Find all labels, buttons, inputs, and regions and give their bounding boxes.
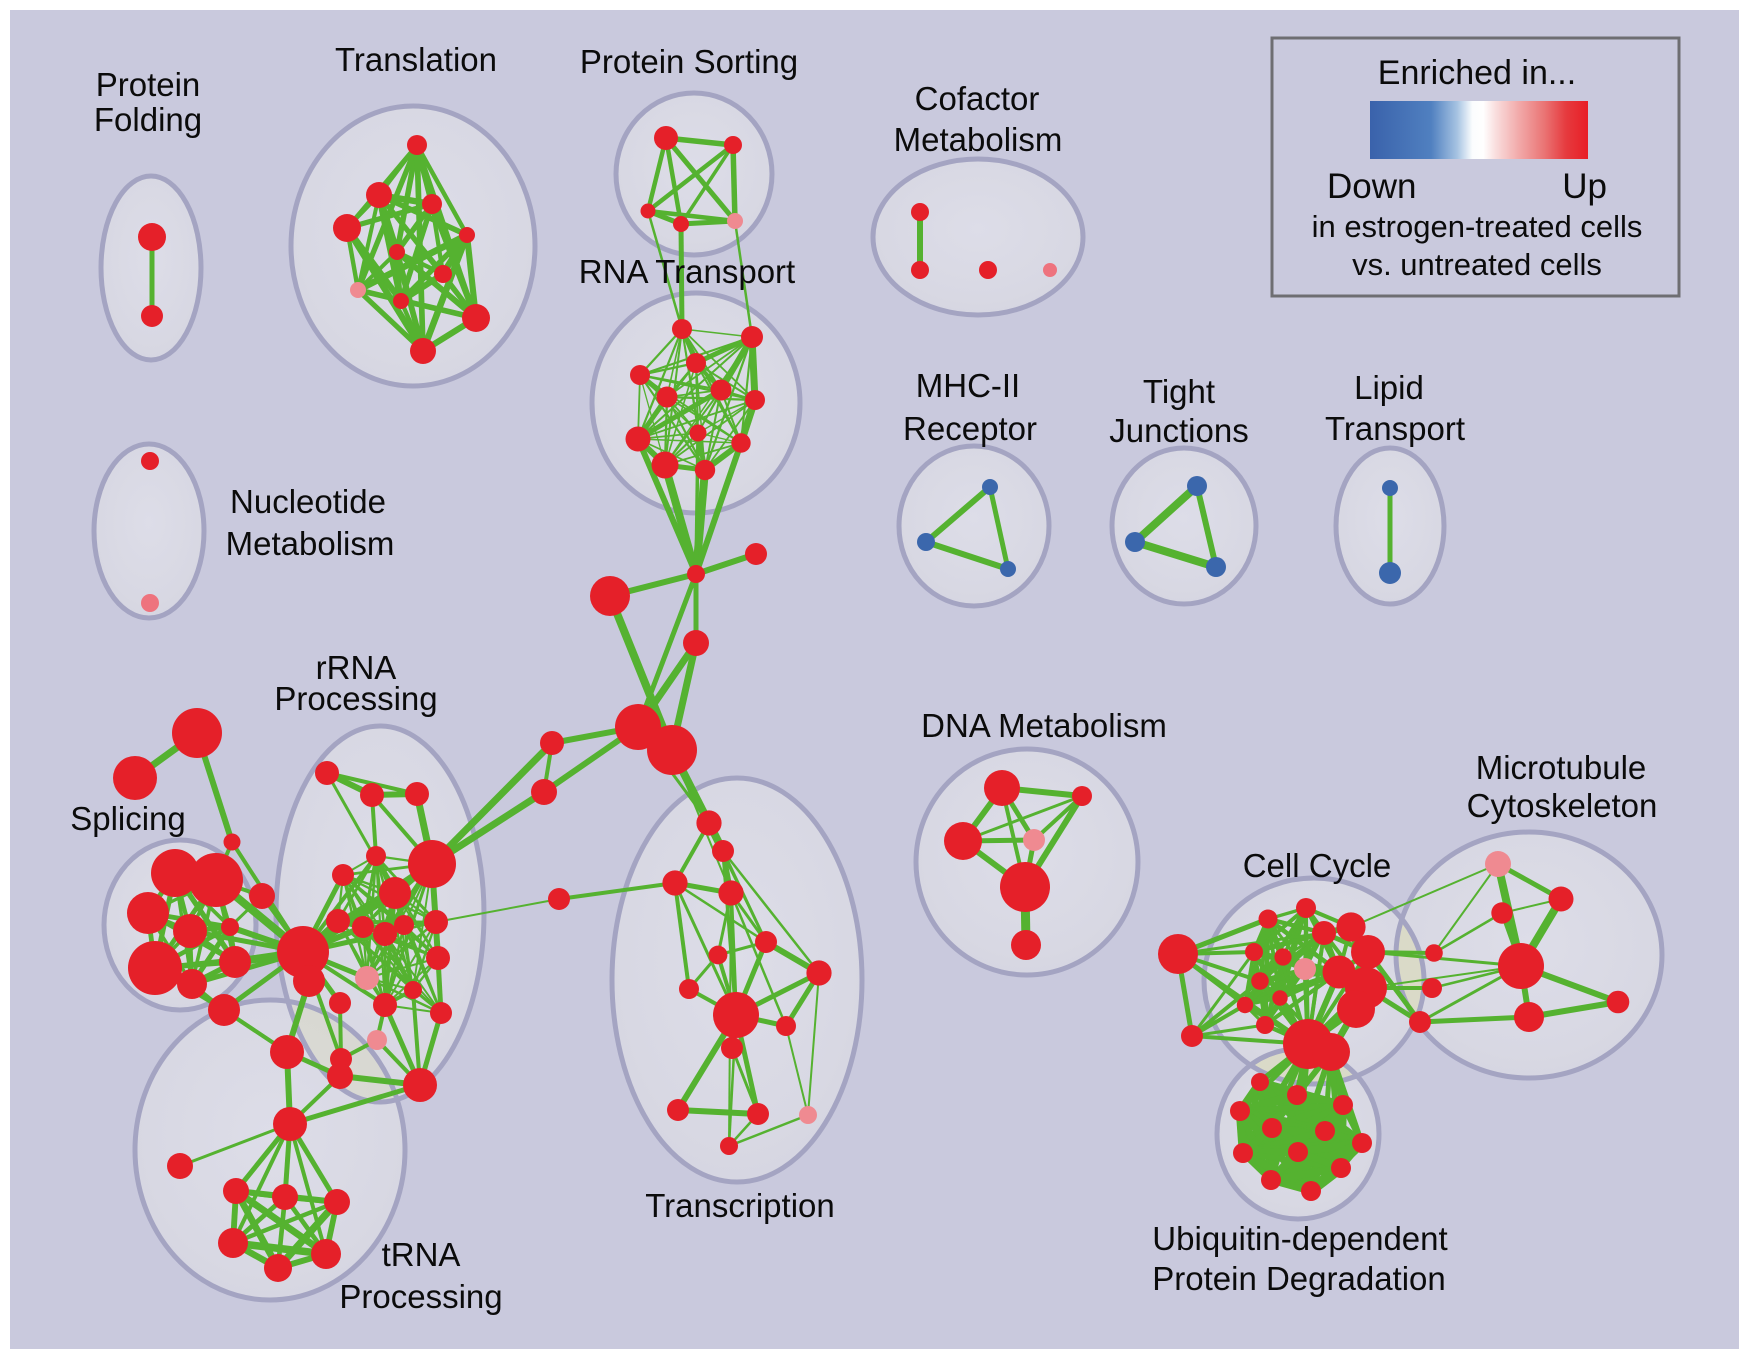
svg-text:Cytoskeleton: Cytoskeleton bbox=[1467, 787, 1658, 824]
svg-text:Up: Up bbox=[1562, 167, 1607, 206]
svg-text:in estrogen-treated cells: in estrogen-treated cells bbox=[1312, 209, 1643, 244]
svg-text:Metabolism: Metabolism bbox=[894, 121, 1063, 158]
svg-text:tRNA: tRNA bbox=[382, 1236, 461, 1273]
svg-text:Cofactor: Cofactor bbox=[915, 80, 1040, 117]
svg-text:Translation: Translation bbox=[335, 41, 497, 78]
svg-text:Cell Cycle: Cell Cycle bbox=[1243, 847, 1392, 884]
svg-text:Ubiquitin-dependent: Ubiquitin-dependent bbox=[1152, 1220, 1447, 1257]
svg-text:Processing: Processing bbox=[274, 680, 437, 717]
svg-text:Transport: Transport bbox=[1325, 410, 1465, 447]
svg-text:Junctions: Junctions bbox=[1109, 412, 1248, 449]
svg-text:Protein Sorting: Protein Sorting bbox=[580, 43, 798, 80]
svg-text:Tight: Tight bbox=[1143, 373, 1215, 410]
svg-text:vs. untreated cells: vs. untreated cells bbox=[1352, 247, 1602, 282]
svg-text:Transcription: Transcription bbox=[645, 1187, 835, 1224]
svg-text:Metabolism: Metabolism bbox=[226, 525, 395, 562]
svg-text:rRNA: rRNA bbox=[316, 649, 397, 686]
svg-text:Enriched in...: Enriched in... bbox=[1378, 54, 1576, 92]
svg-text:RNA Transport: RNA Transport bbox=[579, 253, 795, 290]
svg-text:Down: Down bbox=[1327, 167, 1416, 206]
svg-text:DNA Metabolism: DNA Metabolism bbox=[921, 707, 1167, 744]
svg-text:Lipid: Lipid bbox=[1354, 369, 1424, 406]
svg-text:MHC-II: MHC-II bbox=[916, 367, 1020, 404]
svg-text:Protein: Protein bbox=[96, 66, 201, 103]
svg-text:Receptor: Receptor bbox=[903, 410, 1037, 447]
svg-text:Protein Degradation: Protein Degradation bbox=[1152, 1260, 1446, 1297]
svg-text:Splicing: Splicing bbox=[70, 800, 186, 837]
svg-text:Nucleotide: Nucleotide bbox=[230, 483, 386, 520]
svg-text:Processing: Processing bbox=[339, 1278, 502, 1315]
svg-text:Microtubule: Microtubule bbox=[1476, 749, 1647, 786]
svg-text:Folding: Folding bbox=[94, 101, 202, 138]
